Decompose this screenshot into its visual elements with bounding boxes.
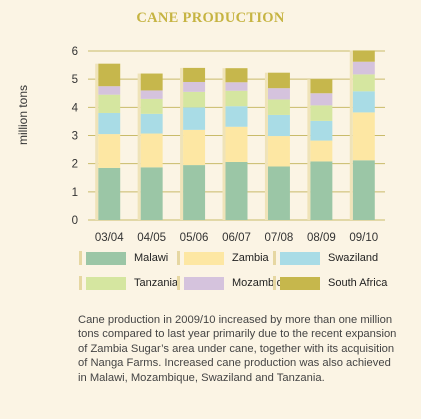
x-tick-label: 09/10: [349, 232, 378, 244]
y-tick-label: 2: [72, 159, 78, 171]
bar-segment: [140, 98, 163, 114]
bar-segment: [352, 160, 375, 220]
bar-edge: [180, 67, 184, 221]
bar-edge: [95, 63, 99, 220]
bar-segment: [140, 133, 163, 168]
x-tick-label: 07/08: [265, 232, 294, 244]
legend-separator: [79, 251, 82, 265]
bar-segment: [352, 112, 375, 161]
bar-segment: [352, 91, 375, 113]
bar-segment: [310, 93, 333, 106]
bar-segment: [98, 94, 121, 113]
bar-segment: [267, 136, 290, 167]
legend-label: South Africa: [328, 277, 388, 289]
legend-label: Malawi: [134, 252, 169, 264]
bar-segment: [98, 167, 121, 220]
legend-separator: [177, 251, 180, 265]
legend-item: Mozambique: [184, 275, 295, 291]
chart-title: CANE PRODUCTION: [136, 10, 285, 26]
legend-swatch: [280, 276, 320, 290]
bar-edge: [349, 50, 353, 220]
bar-segment: [225, 68, 248, 83]
bar-segment: [183, 67, 206, 82]
legend-swatch: [184, 276, 224, 290]
bar-segment: [352, 74, 375, 92]
bar-segment: [310, 120, 333, 141]
bar-segment: [267, 88, 290, 100]
bar-segment: [310, 140, 333, 162]
x-tick-label: 08/09: [307, 232, 336, 244]
bar-edge: [264, 72, 268, 221]
x-tick-label: 04/05: [137, 232, 166, 244]
legend-separator: [273, 276, 276, 290]
bar-segment: [140, 167, 163, 220]
bar-segment: [183, 165, 206, 220]
bar-segment: [267, 72, 290, 89]
caption-text: Cane production in 2009/10 increased by …: [78, 314, 397, 384]
bar-segment: [183, 107, 206, 130]
bar-segment: [267, 99, 290, 115]
bar-segment: [140, 90, 163, 99]
bar-edge: [222, 68, 226, 220]
bar-segment: [310, 79, 333, 94]
bar-segment: [183, 81, 206, 92]
x-tick-label: 03/04: [95, 232, 124, 244]
bar-segment: [98, 112, 121, 135]
legend-swatch: [86, 251, 126, 265]
x-tick-label: 05/06: [180, 232, 209, 244]
bar-segment: [225, 106, 248, 127]
x-tick-label: 06/07: [222, 232, 251, 244]
bar-segment: [225, 82, 248, 91]
bar-segment: [140, 73, 163, 91]
legend-separator: [273, 251, 276, 265]
y-tick-label: 4: [72, 102, 79, 114]
legend-label: Tanzania: [134, 277, 179, 289]
bar-segment: [267, 166, 290, 220]
bar-edge: [307, 79, 311, 221]
bar-segment: [98, 63, 121, 87]
y-tick-label: 5: [72, 74, 78, 86]
bar-edge: [137, 73, 141, 221]
bar-segment: [310, 105, 333, 121]
legend-swatch: [280, 251, 320, 265]
bar-segment: [183, 129, 206, 166]
legend-swatch: [184, 251, 224, 265]
stacked-bar-chart: 0 1 2 3 4 5 6 03/04 04/05 05/06 06/07 07/08 08/09 09/…: [72, 46, 385, 244]
bar-segment: [352, 50, 375, 62]
bar-segment: [183, 91, 206, 108]
bar-segment: [352, 61, 375, 75]
legend-label: Mozambique: [232, 277, 295, 289]
legend-item: Malawi: [86, 250, 168, 266]
legend-separator: [79, 276, 82, 290]
bar-segment: [140, 113, 163, 134]
y-tick-label: 3: [72, 131, 78, 143]
y-tick-label: 6: [72, 46, 78, 58]
bar-segment: [267, 114, 290, 137]
legend-separator: [177, 276, 180, 290]
legend-label: Swaziland: [328, 252, 379, 264]
legend-item: South Africa: [280, 275, 387, 291]
bar-segment: [225, 161, 248, 220]
legend-item: Swaziland: [280, 250, 378, 266]
bar-segment: [225, 90, 248, 107]
legend-item: Zambia: [184, 250, 269, 266]
bar-segment: [98, 134, 121, 168]
bar-segment: [225, 126, 248, 162]
y-tick-label: 0: [72, 215, 78, 227]
legend-item: Tanzania: [86, 275, 178, 291]
bar-segment: [98, 86, 121, 95]
legend-label: Zambia: [232, 252, 269, 264]
bar-segment: [310, 161, 333, 220]
legend-swatch: [86, 276, 126, 290]
y-tick-label: 1: [72, 187, 78, 199]
